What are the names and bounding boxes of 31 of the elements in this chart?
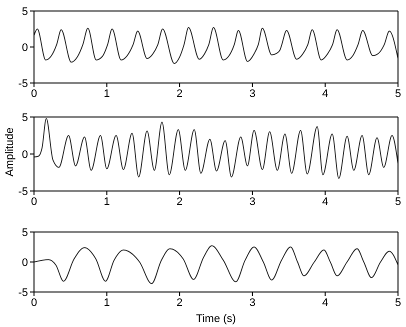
y-tick-label: 0 — [22, 148, 28, 161]
y-tick-label: 0 — [22, 42, 28, 54]
x-tick-label: 4 — [322, 196, 328, 208]
x-tick-label: 2 — [176, 196, 183, 208]
x-tick-label: 0 — [30, 196, 38, 208]
x-tick-label: 1 — [104, 88, 110, 100]
line-series — [34, 245, 398, 284]
x-tick-label: 3 — [249, 88, 256, 100]
x-tick-label: 0 — [30, 296, 38, 309]
line-series — [34, 27, 398, 64]
y-tick-label: -5 — [18, 78, 28, 90]
x-tick-label: 2 — [176, 296, 183, 309]
x-tick-label: 3 — [249, 296, 256, 309]
y-tick-label: -5 — [18, 286, 28, 299]
x-tick-label: 1 — [104, 196, 110, 208]
x-tick-label: 4 — [322, 296, 328, 309]
x-tick-label: 0 — [30, 88, 38, 100]
y-axis-title: Amplitude — [4, 126, 16, 178]
x-tick-label: 3 — [249, 196, 256, 208]
y-tick-label: -5 — [18, 186, 28, 198]
x-tick-label: 2 — [176, 88, 183, 100]
y-tick-label: 5 — [22, 112, 28, 124]
x-axis-title: Time (s) — [196, 313, 236, 325]
x-tick-label: 1 — [104, 296, 110, 309]
x-tick-label: 5 — [394, 196, 402, 208]
y-tick-label: 0 — [22, 256, 28, 269]
y-tick-label: 5 — [22, 226, 28, 239]
x-tick-label: 5 — [394, 88, 402, 100]
x-tick-label: 4 — [322, 88, 328, 100]
y-tick-label: 5 — [22, 6, 28, 18]
x-tick-label: 5 — [394, 296, 402, 309]
